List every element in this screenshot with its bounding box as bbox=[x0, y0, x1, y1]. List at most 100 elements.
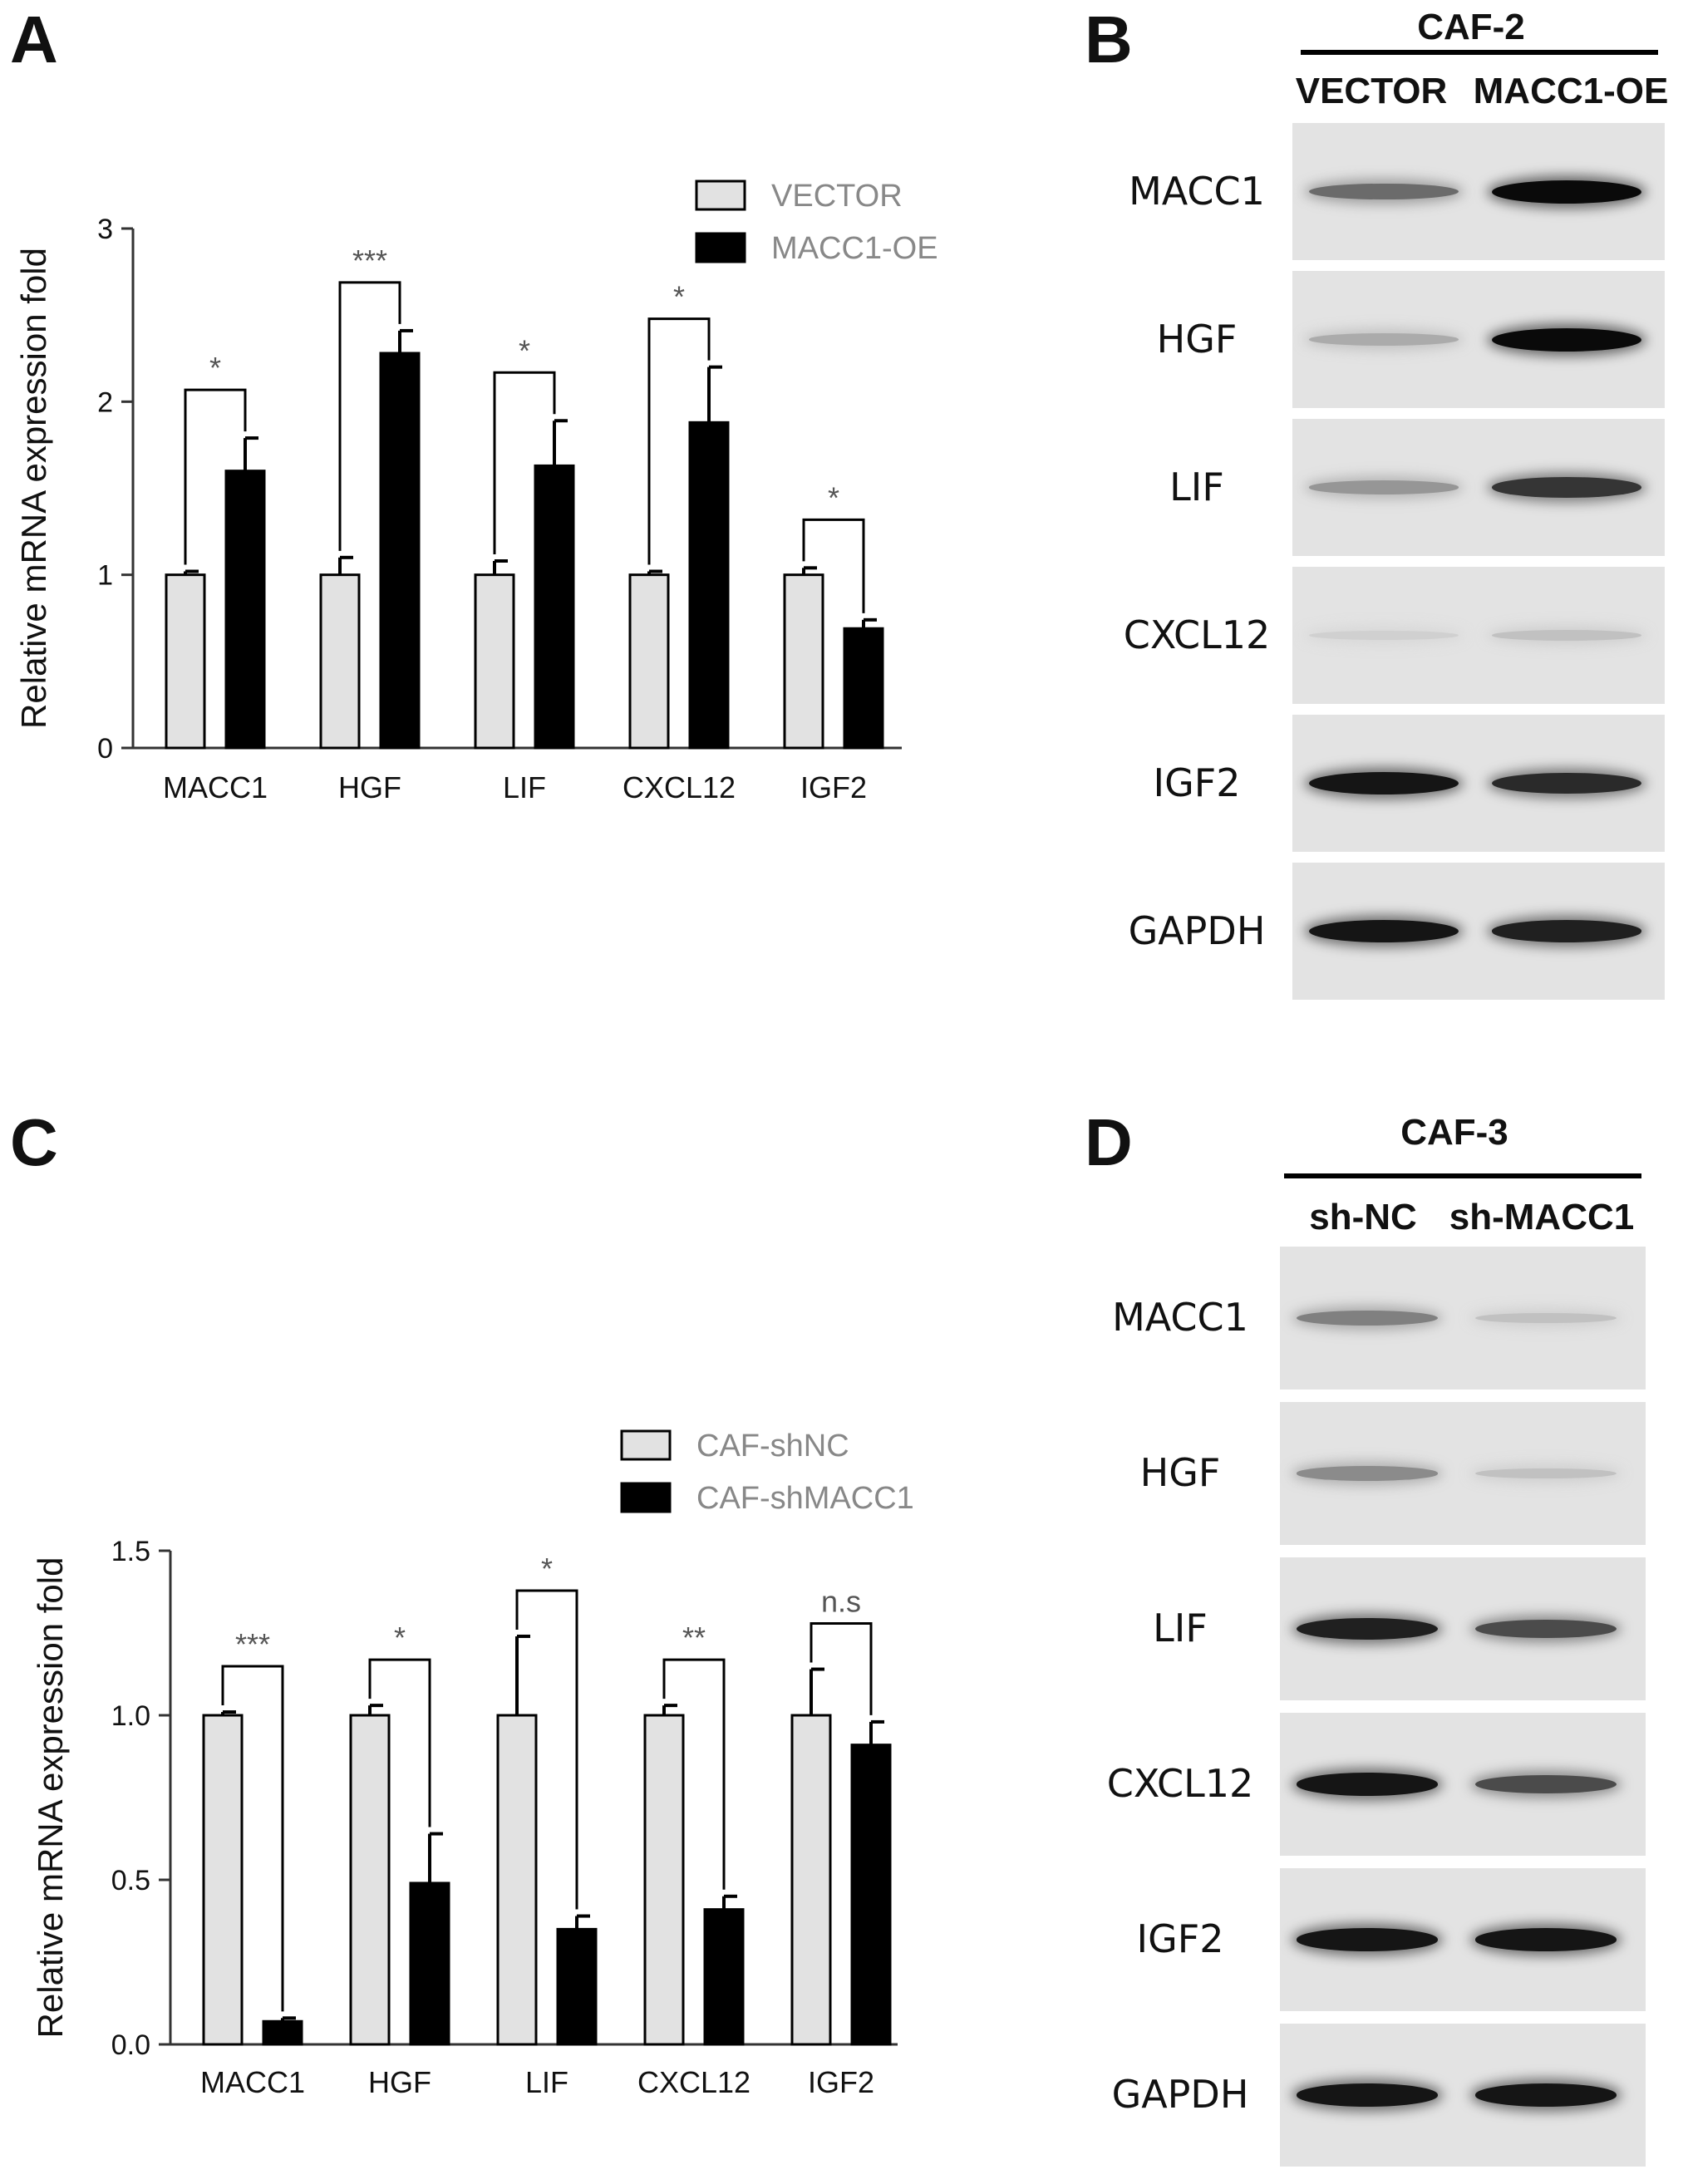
legend-label: MACC1-OE bbox=[771, 231, 938, 266]
legend-swatch bbox=[695, 180, 746, 211]
significance-bracket bbox=[221, 1665, 284, 2012]
significance-bracket bbox=[515, 1589, 578, 1910]
wb-blot-strip bbox=[1292, 123, 1665, 260]
wb-row-label: MACC1 bbox=[1112, 1295, 1248, 1340]
wb-band bbox=[1309, 480, 1459, 494]
wb-lane-label: VECTOR bbox=[1295, 71, 1448, 111]
wb-blot-strip bbox=[1292, 419, 1665, 556]
y-tick-label: 2 bbox=[97, 386, 113, 418]
bar-caf-shmacc1 bbox=[850, 1744, 892, 2046]
wb-band bbox=[1475, 2083, 1617, 2107]
significance-label: * bbox=[828, 480, 839, 514]
wb-blot-strip bbox=[1292, 863, 1665, 1000]
y-tick-label: 3 bbox=[97, 214, 113, 245]
panel-letter-a: A bbox=[10, 2, 58, 76]
wb-row-label: HGF bbox=[1139, 1450, 1221, 1495]
wb-band bbox=[1309, 771, 1459, 795]
bar-caf-shmacc1 bbox=[703, 1908, 745, 2046]
legend-swatch bbox=[695, 232, 746, 263]
y-axis-label: Relative mRNA expression fold bbox=[14, 248, 53, 729]
wb-band bbox=[1297, 2083, 1438, 2107]
wb-band bbox=[1492, 180, 1641, 204]
significance-label: ** bbox=[682, 1621, 706, 1655]
significance-bracket bbox=[662, 1658, 726, 1890]
bar-caf-shmacc1 bbox=[409, 1881, 450, 2046]
bar-caf-shnc bbox=[349, 1714, 391, 2046]
bar-macc1-oe bbox=[843, 627, 884, 750]
wb-blot-strip bbox=[1280, 2024, 1646, 2167]
wb-band bbox=[1475, 1619, 1617, 1639]
wb-row-label: LIF bbox=[1153, 1606, 1208, 1650]
y-tick-label: 1.0 bbox=[111, 1700, 150, 1732]
wb-band bbox=[1492, 920, 1641, 942]
significance-bracket bbox=[810, 1622, 873, 1715]
wb-row-label: CXCL12 bbox=[1123, 612, 1271, 657]
bar-vector bbox=[165, 573, 206, 750]
wb-row-label: CXCL12 bbox=[1106, 1761, 1254, 1806]
wb-row-label: GAPDH bbox=[1128, 908, 1266, 953]
panel-letter-d: D bbox=[1085, 1105, 1133, 1179]
significance-bracket bbox=[647, 317, 711, 565]
wb-band bbox=[1475, 1312, 1617, 1324]
y-tick-label: 0.0 bbox=[111, 2029, 150, 2061]
significance-label: * bbox=[209, 351, 221, 385]
bar-chart-a: 0 1 2 3 Relative mRNA expression fold MACC1 * H… bbox=[14, 179, 938, 804]
significance-bracket bbox=[184, 388, 247, 565]
significance-bracket bbox=[368, 1658, 431, 1827]
significance-label: n.s bbox=[821, 1585, 861, 1619]
wb-band bbox=[1309, 333, 1459, 346]
bar-vector bbox=[319, 573, 361, 750]
wb-group-title: CAF-2 bbox=[1417, 7, 1525, 47]
wb-band bbox=[1297, 1773, 1438, 1796]
panel-letter-c: C bbox=[10, 1105, 58, 1179]
wb-lane-label: sh-NC bbox=[1309, 1197, 1417, 1237]
x-tick-label: MACC1 bbox=[200, 2065, 305, 2099]
bar-macc1-oe bbox=[534, 464, 575, 750]
x-tick-label: LIF bbox=[525, 2065, 568, 2099]
bar-vector bbox=[783, 573, 824, 750]
bar-caf-shnc bbox=[496, 1714, 538, 2046]
wb-band bbox=[1492, 327, 1641, 352]
x-tick-label: IGF2 bbox=[800, 770, 867, 804]
y-tick-label: 0.5 bbox=[111, 1865, 150, 1896]
significance-bracket bbox=[802, 518, 865, 613]
wb-row-label: IGF2 bbox=[1153, 760, 1241, 805]
wb-band bbox=[1492, 477, 1641, 498]
wb-blot-strip bbox=[1292, 715, 1665, 852]
bar-caf-shmacc1 bbox=[556, 1927, 598, 2046]
wb-blot-strip bbox=[1292, 567, 1665, 704]
x-tick-label: CXCL12 bbox=[637, 2065, 750, 2099]
legend-label: VECTOR bbox=[771, 179, 903, 214]
wb-band bbox=[1475, 1468, 1617, 1479]
wb-blot-strip bbox=[1280, 1557, 1646, 1700]
bar-caf-shnc bbox=[202, 1714, 244, 2046]
wb-band bbox=[1475, 1928, 1617, 1951]
significance-label: * bbox=[673, 280, 685, 314]
bar-caf-shnc bbox=[643, 1714, 685, 2046]
significance-label: * bbox=[394, 1621, 406, 1655]
wb-blot-strip bbox=[1280, 1868, 1646, 2011]
wb-band bbox=[1297, 1928, 1438, 1951]
wb-group-title: CAF-3 bbox=[1400, 1112, 1508, 1153]
wb-row-label: LIF bbox=[1169, 464, 1224, 509]
western-blot-d: CAF-3 sh-NC sh-MACC1 MACC1 HGF LIF CXCL12 IG… bbox=[1080, 1097, 1688, 2184]
bar-macc1-oe bbox=[224, 470, 266, 750]
x-tick-label: HGF bbox=[338, 770, 401, 804]
significance-bracket bbox=[338, 281, 401, 551]
wb-band bbox=[1492, 630, 1641, 641]
x-tick-label: HGF bbox=[368, 2065, 431, 2099]
y-axis-label: Relative mRNA expression fold bbox=[31, 1557, 70, 2039]
wb-row-label: HGF bbox=[1156, 316, 1238, 362]
bar-chart-c: 0.0 0.5 1.0 1.5 Relative mRNA expression fol… bbox=[31, 1429, 914, 2099]
significance-label: * bbox=[519, 333, 530, 367]
x-tick-label: MACC1 bbox=[163, 770, 268, 804]
wb-lane-label: sh-MACC1 bbox=[1449, 1197, 1635, 1237]
panel-letter-b: B bbox=[1085, 2, 1133, 76]
y-tick-label: 0 bbox=[97, 733, 113, 765]
y-tick-label: 1 bbox=[97, 560, 113, 592]
bar-caf-shnc bbox=[790, 1714, 832, 2046]
legend-label: CAF-shNC bbox=[696, 1429, 849, 1463]
legend-swatch bbox=[620, 1429, 672, 1461]
bar-macc1-oe bbox=[379, 352, 421, 750]
wb-band bbox=[1309, 919, 1459, 943]
